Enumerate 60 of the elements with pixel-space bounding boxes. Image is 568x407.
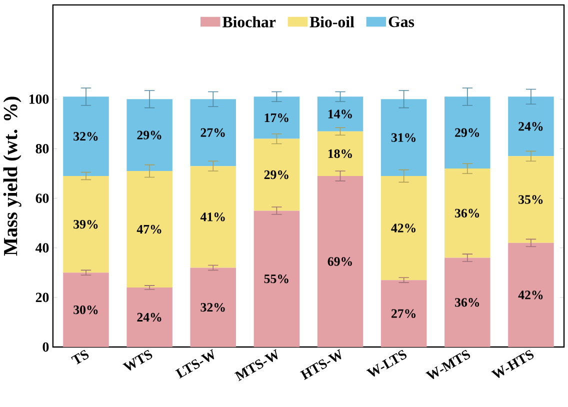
bar (254, 138, 300, 211)
y-tick-label: 80 (36, 144, 49, 154)
x-tick-label: TS (71, 350, 89, 365)
data-label: 36% (455, 298, 480, 307)
data-label: 27% (200, 128, 225, 138)
data-label: 32% (200, 303, 225, 312)
data-label: 30% (74, 306, 98, 314)
data-label: 24% (137, 313, 162, 322)
bar (380, 176, 427, 280)
bar (508, 243, 554, 348)
bar (63, 176, 109, 273)
bar (190, 166, 236, 268)
data-label: 18% (328, 149, 352, 158)
data-label: 47% (136, 225, 162, 234)
bar (254, 210, 300, 348)
data-label: 36% (455, 208, 480, 218)
bar (190, 268, 236, 348)
y-axis-title: Mass yield (wt. %) (3, 96, 22, 256)
bar (444, 258, 490, 348)
bar (63, 96, 109, 176)
bar (317, 176, 364, 348)
legend-label: Biochar (222, 16, 276, 28)
data-label: 29% (264, 170, 288, 180)
data-label: 29% (137, 130, 162, 140)
data-label: 55% (264, 274, 288, 284)
data-label: 39% (74, 220, 98, 229)
data-label: 35% (518, 195, 543, 204)
y-tick-label: 100 (30, 94, 49, 104)
data-label: 29% (455, 128, 480, 138)
data-label: 31% (391, 133, 416, 142)
x-tick-label: WTS (122, 350, 152, 371)
bar (317, 96, 364, 132)
y-tick-label: 40 (36, 243, 49, 253)
data-label: 42% (391, 224, 416, 233)
y-tick-label: 60 (36, 194, 49, 204)
bar (126, 288, 172, 348)
bar (380, 99, 427, 176)
data-label: 17% (264, 114, 288, 122)
data-label: 42% (518, 290, 543, 300)
data-label: 24% (518, 122, 543, 131)
legend-label: Bio-oil (310, 16, 354, 28)
data-label: 14% (328, 110, 352, 119)
data-label: 69% (328, 257, 352, 266)
bar (508, 96, 554, 156)
legend-label: Gas (388, 16, 414, 28)
bar (444, 168, 490, 258)
bar (126, 99, 172, 172)
y-tick-label: 0 (42, 342, 49, 352)
data-label: 27% (391, 309, 416, 318)
bar (508, 156, 554, 244)
bar (317, 132, 364, 176)
y-tick-label: 20 (36, 292, 49, 302)
bar (126, 171, 172, 288)
data-label: 41% (200, 212, 225, 222)
bar (254, 96, 300, 139)
bar (190, 99, 236, 166)
bar (63, 272, 109, 348)
bar (380, 280, 427, 348)
bar (444, 96, 490, 169)
data-label: 32% (74, 132, 98, 141)
